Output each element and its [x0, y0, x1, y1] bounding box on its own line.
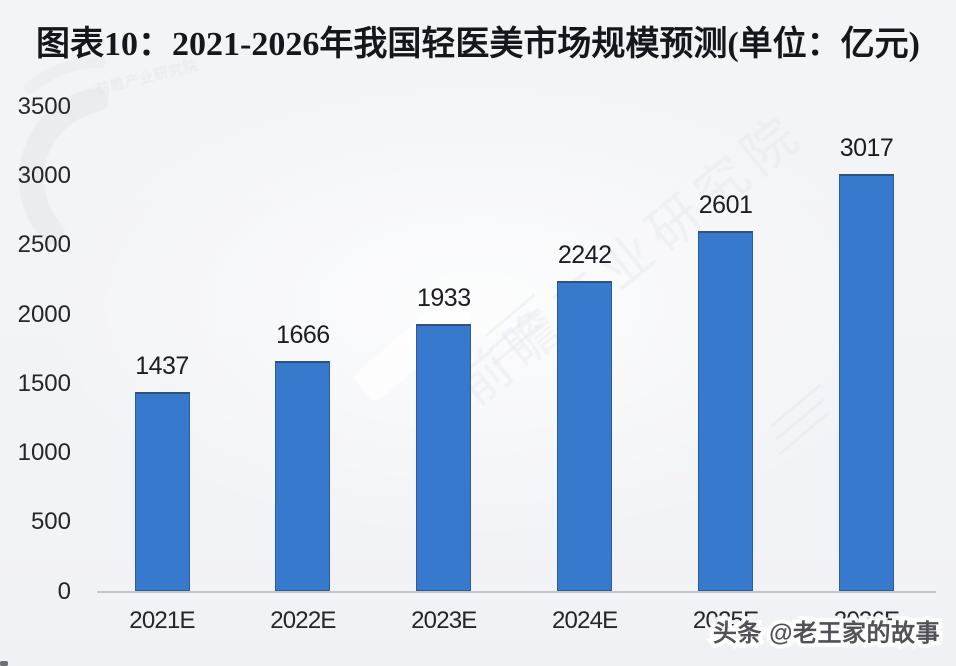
- x-tick-label: 2022E: [270, 607, 336, 634]
- y-tick-label: 500: [30, 508, 71, 536]
- y-tick-label: 3500: [17, 92, 71, 120]
- x-tick-label: 2025E: [692, 607, 759, 634]
- chart-title: 图表10：2021-2026年我国轻医美市场规模预测(单位：亿元): [36, 26, 920, 63]
- watermark-bottom-right: 头条 @老王家的故事 头条 @老王家的故事: [709, 616, 944, 651]
- x-tick-label: 2026E: [833, 607, 900, 634]
- x-tick-label: 2024E: [551, 607, 618, 634]
- bar-value-label: 3017: [839, 133, 894, 162]
- bar-2024e: [557, 280, 613, 592]
- y-tick-label: 1000: [17, 439, 71, 466]
- bar-2023e: [416, 323, 472, 592]
- corner-artifact: [0, 661, 8, 666]
- y-tick-label: 2000: [17, 300, 71, 328]
- y-tick-label: 2500: [17, 231, 71, 259]
- watermark-text: 头条 @老王家的故事: [712, 620, 940, 647]
- bar-2021e: [134, 392, 190, 592]
- watermark-halo: 头条 @老王家的故事: [709, 616, 944, 651]
- bar-2022e: [275, 360, 331, 592]
- x-tick-label: 2023E: [411, 607, 477, 634]
- bar-2025e: [698, 231, 754, 592]
- y-tick-label: 3000: [17, 162, 71, 189]
- bar-value-label: 1437: [135, 352, 189, 381]
- x-axis-line: [97, 590, 936, 593]
- y-tick-label: 1500: [17, 369, 71, 397]
- bar-value-label: 2601: [698, 191, 753, 220]
- bar-value-label: 1933: [416, 283, 471, 312]
- bar-value-label: 1666: [276, 320, 330, 349]
- x-tick-label: 2021E: [129, 607, 195, 634]
- y-tick-label: 0: [57, 577, 71, 605]
- bar-2026e: [839, 173, 894, 592]
- bar-value-label: 2242: [557, 240, 612, 269]
